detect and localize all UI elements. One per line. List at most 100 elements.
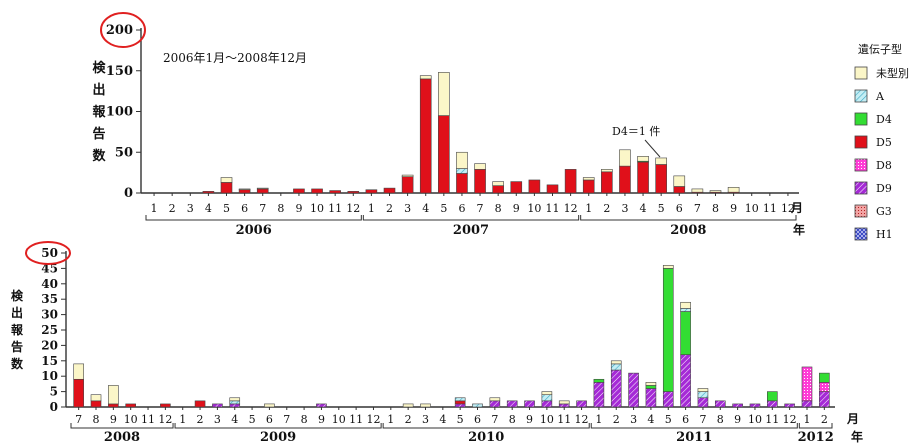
x-tick-label: 3 bbox=[187, 202, 194, 215]
x-tick-label: 1 bbox=[179, 413, 186, 426]
bar-segment-D5 bbox=[365, 189, 378, 194]
year-bracket bbox=[174, 423, 382, 429]
x-tick-label: 11 bbox=[141, 413, 155, 426]
x-tick-label: 5 bbox=[665, 413, 672, 426]
x-tick-label: 9 bbox=[110, 413, 117, 426]
y-tick-label: 0 bbox=[50, 400, 58, 414]
bar-segment-D5 bbox=[108, 403, 119, 408]
bar-segment-未型別 bbox=[645, 382, 657, 386]
x-tick-label: 11 bbox=[328, 202, 342, 215]
x-tick-label: 11 bbox=[349, 413, 363, 426]
x-tick-label: 4 bbox=[205, 202, 212, 215]
x-tick-label: 9 bbox=[730, 202, 737, 215]
legend-swatch-H1 bbox=[854, 227, 868, 241]
legend-swatch-A bbox=[854, 89, 868, 103]
bar-segment-未型別 bbox=[662, 265, 674, 269]
bar-segment-D9 bbox=[697, 397, 709, 408]
x-tick-label: 7 bbox=[75, 413, 82, 426]
x-tick-label: 10 bbox=[748, 413, 762, 426]
bar-segment-D9 bbox=[454, 403, 466, 408]
x-tick-label: 10 bbox=[540, 413, 554, 426]
y-tick-label: 50 bbox=[115, 145, 133, 160]
bar-segment-D9 bbox=[558, 403, 570, 408]
bar-segment-D5 bbox=[655, 164, 667, 194]
bar-segment-未型別 bbox=[90, 394, 102, 402]
x-tick-label: 8 bbox=[717, 413, 724, 426]
bar-segment-D5 bbox=[510, 181, 523, 194]
bar-segment-D5 bbox=[401, 176, 414, 194]
year-bracket bbox=[580, 215, 797, 221]
x-tick-label: 7 bbox=[699, 413, 706, 426]
x-tick-label: 5 bbox=[658, 202, 665, 215]
bar-segment-D4 bbox=[645, 385, 657, 389]
bar-segment-D4 bbox=[662, 268, 674, 392]
bar-segment-D9 bbox=[628, 372, 639, 408]
y-axis-label-char: 報 bbox=[92, 104, 106, 120]
bar-segment-未型別 bbox=[558, 400, 570, 405]
bar-segment-未型別 bbox=[220, 177, 233, 183]
bar-segment-A bbox=[697, 391, 709, 399]
bar-segment-A bbox=[680, 308, 691, 312]
y-axis-label-char: 検 bbox=[11, 288, 24, 303]
legend-swatch-D8 bbox=[854, 158, 868, 172]
bar-segment-D9 bbox=[784, 403, 795, 408]
bar-segment-未型別 bbox=[438, 72, 450, 116]
y-tick-label: 15 bbox=[41, 354, 58, 368]
x-tick-label: 1 bbox=[387, 413, 394, 426]
bar-segment-A bbox=[610, 363, 622, 371]
highlight-circle bbox=[25, 241, 71, 265]
bar-segment-D9 bbox=[316, 403, 327, 408]
x-tick-label: 12 bbox=[575, 413, 589, 426]
x-tick-label: 7 bbox=[283, 413, 290, 426]
legend-label-D9: D9 bbox=[876, 182, 892, 195]
y-tick-label: 0 bbox=[124, 186, 133, 201]
legend-swatch-G3 bbox=[854, 204, 868, 218]
bar-segment-未型別 bbox=[610, 360, 622, 365]
x-tick-label: 8 bbox=[277, 202, 284, 215]
x-tick-label: 8 bbox=[93, 413, 100, 426]
top-annotation: 2006年1月～2008年12月 bbox=[163, 51, 307, 65]
y-tick-label: 5 bbox=[50, 385, 58, 399]
y-tick-label: 150 bbox=[106, 64, 133, 79]
y-axis-label-char: 出 bbox=[92, 82, 105, 98]
x-tick-label: 1 bbox=[595, 413, 602, 426]
bar-segment-未型別 bbox=[673, 175, 686, 187]
x-tick-label: 12 bbox=[783, 413, 797, 426]
x-tick-label: 7 bbox=[694, 202, 701, 215]
bar-segment-未型別 bbox=[655, 157, 667, 165]
legend-swatch-D9 bbox=[854, 181, 868, 195]
bar-segment-D5 bbox=[637, 161, 649, 194]
bar-segment-D5 bbox=[673, 186, 686, 194]
x-tick-label: 4 bbox=[647, 413, 654, 426]
x-tick-label: 3 bbox=[404, 202, 411, 215]
x-tick-label: 8 bbox=[509, 413, 516, 426]
x-tick-label: 2 bbox=[603, 202, 610, 215]
bar-segment-未型別 bbox=[456, 151, 468, 169]
year-bracket bbox=[798, 423, 833, 429]
y-tick-label: 200 bbox=[106, 23, 133, 38]
bar-segment-A bbox=[454, 397, 466, 402]
x-tick-label: 5 bbox=[249, 413, 256, 426]
legend-label-H1: H1 bbox=[876, 228, 893, 241]
y-axis-label-char: 数 bbox=[92, 148, 106, 164]
y-tick-label: 10 bbox=[41, 369, 58, 383]
bar-segment-D5 bbox=[492, 185, 504, 194]
x-tick-label: 4 bbox=[640, 202, 647, 215]
x-tick-label: 8 bbox=[495, 202, 502, 215]
bar-segment-未型別 bbox=[420, 403, 431, 408]
bar-segment-D9 bbox=[576, 400, 587, 408]
bar-segment-D5 bbox=[160, 403, 171, 408]
bar-segment-A bbox=[229, 400, 241, 405]
x-axis-unit-year: 年 bbox=[851, 429, 863, 444]
x-tick-label: 3 bbox=[630, 413, 637, 426]
bar-segment-未型別 bbox=[697, 388, 709, 392]
bar-segment-未型別 bbox=[474, 163, 486, 170]
bar-segment-D9 bbox=[680, 354, 691, 408]
y-axis-label-char: 告 bbox=[92, 126, 105, 142]
x-tick-label: 1 bbox=[368, 202, 375, 215]
bar-segment-D9 bbox=[489, 400, 501, 408]
bar-segment-D5 bbox=[329, 190, 341, 194]
y-axis-label-char: 数 bbox=[11, 356, 24, 371]
legend-label-D5: D5 bbox=[876, 136, 892, 149]
